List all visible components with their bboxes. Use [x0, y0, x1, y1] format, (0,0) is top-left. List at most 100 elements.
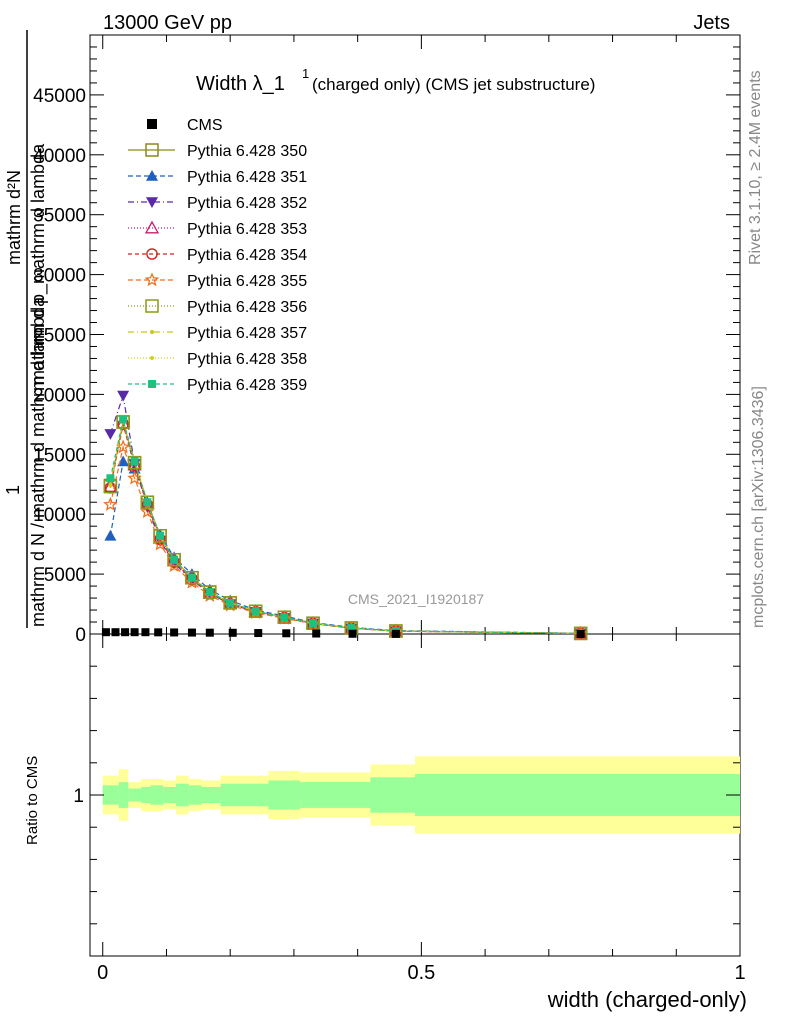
legend-item-p353: Pythia 6.428 353	[128, 220, 307, 238]
legend-label: Pythia 6.428 357	[187, 325, 307, 342]
data-point-p355	[222, 597, 238, 612]
legend-item-p357: Pythia 6.428 357	[128, 325, 307, 342]
y-tick-label: 40000	[33, 146, 86, 167]
y-tick-label: 25000	[33, 326, 86, 347]
data-point-p359	[309, 619, 318, 628]
series-line-p350	[109, 421, 581, 634]
legend-item-p355: Pythia 6.428 355	[128, 272, 307, 290]
data-point-p359	[156, 531, 165, 540]
legend-item-p350: Pythia 6.428 350	[128, 143, 307, 160]
data-point-p356	[167, 552, 181, 567]
x-axis-label: width (charged-only)	[547, 987, 747, 1012]
data-point-p352	[117, 390, 130, 402]
series-line-p353	[109, 423, 581, 634]
data-point-cms	[170, 628, 179, 637]
data-point-p356	[277, 610, 292, 624]
series-line-p358	[109, 421, 581, 634]
series-line-p355	[109, 444, 581, 634]
data-point-p356	[573, 626, 588, 641]
data-point-cms	[130, 628, 139, 637]
data-point-p359	[347, 624, 356, 633]
series-p350	[103, 415, 588, 641]
legend-marker	[145, 143, 159, 157]
legend-marker	[144, 220, 160, 234]
data-point-cms	[312, 629, 321, 638]
series-layer	[101, 390, 588, 641]
y-tick-label: 10000	[33, 505, 86, 526]
ylabel-den: mathrm d N / mathrm d mathrm d lambda	[28, 296, 48, 627]
y-tick-label: 35000	[33, 206, 86, 227]
data-point-p359	[143, 498, 152, 507]
series-p351	[104, 455, 587, 639]
data-point-p356	[185, 570, 199, 585]
legend-label: Pythia 6.428 359	[187, 377, 307, 394]
data-point-cms	[205, 628, 214, 637]
ratio-band-inner	[118, 782, 129, 808]
header-right: Jets	[693, 12, 730, 34]
ylabel-num: 1	[3, 485, 23, 495]
legend-label: CMS	[187, 117, 223, 134]
legend-marker	[146, 248, 158, 260]
plot-title-sup: 1	[302, 66, 309, 81]
legend-item-p354: Pythia 6.428 354	[128, 247, 307, 264]
ratio-band-inner	[220, 783, 243, 807]
series-line-p352	[109, 395, 581, 634]
ratio-band-inner	[242, 783, 269, 807]
data-point-p356	[127, 455, 142, 470]
series-line-p359	[109, 419, 581, 634]
ylabel-frac: mathrm d p_mathrm d lambda	[28, 143, 49, 385]
legend-item-p356: Pythia 6.428 356	[128, 299, 307, 316]
ratio-band-inner	[370, 777, 415, 813]
header-left: 13000 GeV pp	[103, 12, 232, 34]
data-point-p356	[223, 596, 237, 610]
data-point-p351	[104, 529, 117, 541]
ylabel-top: mathrm d²N	[4, 170, 24, 265]
ratio-band-inner	[300, 782, 371, 808]
series-line-p354	[109, 424, 581, 634]
y-tick-label: 45000	[33, 86, 86, 107]
data-point-cms	[254, 629, 263, 638]
legend-marker	[148, 380, 156, 388]
data-point-cms	[101, 628, 110, 637]
data-point-p356	[153, 529, 167, 543]
data-point-cms	[121, 628, 130, 637]
ratio-band-inner	[188, 785, 202, 805]
data-point-p359	[187, 573, 196, 582]
legend-item-p352: Pythia 6.428 352	[128, 195, 307, 212]
data-point-p359	[226, 598, 235, 607]
data-point-cms	[228, 628, 237, 637]
y-tick-label: 30000	[33, 266, 86, 287]
ratio-band-inner	[268, 780, 301, 810]
legend-label: Pythia 6.428 358	[187, 351, 307, 368]
data-point-p359	[119, 415, 128, 424]
data-point-p359	[130, 457, 139, 466]
data-point-cms	[391, 629, 400, 638]
data-point-p359	[251, 607, 260, 616]
series-p353	[103, 415, 588, 639]
ratio-y-tick-label: 1	[73, 786, 84, 807]
data-point-cms	[154, 628, 163, 637]
data-point-p356	[203, 585, 217, 599]
data-point-cms	[348, 629, 357, 638]
analysis-watermark: CMS_2021_I1920187	[348, 591, 484, 607]
plot-title: Width λ_1 1 (charged only) (CMS jet subs…	[196, 66, 595, 95]
series-line-p357	[109, 420, 581, 634]
data-point-cms	[111, 628, 120, 637]
legend-marker	[150, 330, 154, 334]
legend-marker	[150, 356, 154, 360]
plot-title-rest: (charged only) (CMS jet substructure)	[312, 75, 595, 94]
legend-label: Pythia 6.428 353	[187, 221, 307, 238]
ratio-band-inner	[140, 786, 151, 804]
data-point-p359	[280, 613, 289, 622]
legend-label: Pythia 6.428 352	[187, 195, 307, 212]
data-point-p355	[103, 496, 118, 511]
mcplots-label: mcplots.cern.ch [arXiv:1306.3436]	[750, 386, 767, 628]
ratio-band-inner	[201, 786, 221, 804]
data-point-p359	[205, 588, 214, 597]
legend-label: Pythia 6.428 355	[187, 273, 307, 290]
data-point-p356	[248, 604, 263, 618]
legend-marker	[146, 170, 158, 181]
series-p355	[103, 439, 588, 640]
series-cms	[101, 628, 585, 638]
data-point-cms	[187, 628, 196, 637]
